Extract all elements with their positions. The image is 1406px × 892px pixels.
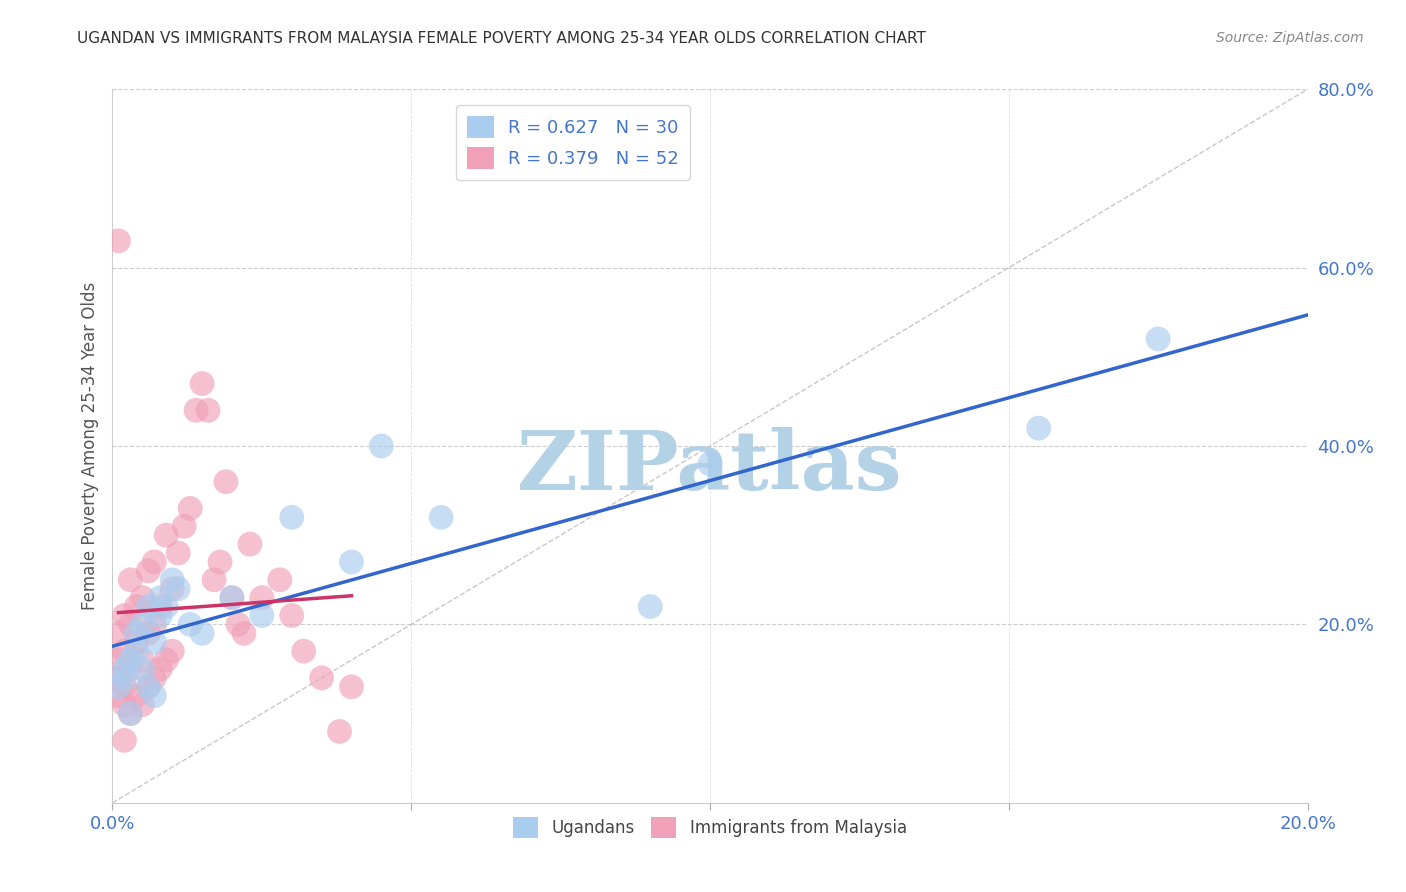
Point	[197, 403, 219, 417]
Point	[114, 644, 135, 658]
Point	[138, 564, 160, 578]
Point	[143, 555, 166, 569]
Point	[226, 617, 249, 632]
Point	[120, 617, 142, 632]
Point	[239, 537, 262, 551]
Point	[131, 662, 153, 676]
Point	[269, 573, 291, 587]
Point	[107, 689, 129, 703]
Point	[191, 626, 214, 640]
Point	[131, 591, 153, 605]
Point	[191, 376, 214, 391]
Point	[114, 698, 135, 712]
Point	[311, 671, 333, 685]
Point	[292, 644, 315, 658]
Point	[179, 617, 201, 632]
Point	[162, 573, 183, 587]
Point	[221, 591, 243, 605]
Point	[173, 519, 195, 533]
Point	[114, 733, 135, 747]
Point	[107, 671, 129, 685]
Point	[149, 662, 172, 676]
Point	[120, 706, 142, 721]
Point	[370, 439, 392, 453]
Point	[143, 689, 166, 703]
Point	[179, 501, 201, 516]
Point	[114, 680, 135, 694]
Point	[250, 608, 273, 623]
Point	[125, 689, 148, 703]
Point	[125, 599, 148, 614]
Point	[143, 671, 166, 685]
Point	[340, 555, 363, 569]
Point	[1028, 421, 1050, 435]
Point	[186, 403, 208, 417]
Point	[167, 582, 190, 596]
Legend: Ugandans, Immigrants from Malaysia: Ugandans, Immigrants from Malaysia	[506, 811, 914, 845]
Point	[149, 599, 172, 614]
Point	[120, 573, 142, 587]
Point	[155, 599, 177, 614]
Point	[107, 680, 129, 694]
Point	[125, 644, 148, 658]
Point	[114, 608, 135, 623]
Text: Source: ZipAtlas.com: Source: ZipAtlas.com	[1216, 31, 1364, 45]
Text: UGANDAN VS IMMIGRANTS FROM MALAYSIA FEMALE POVERTY AMONG 25-34 YEAR OLDS CORRELA: UGANDAN VS IMMIGRANTS FROM MALAYSIA FEMA…	[77, 31, 927, 46]
Point	[138, 599, 160, 614]
Point	[120, 653, 142, 667]
Point	[107, 626, 129, 640]
Point	[1147, 332, 1170, 346]
Point	[131, 698, 153, 712]
Point	[138, 680, 160, 694]
Point	[149, 591, 172, 605]
Point	[329, 724, 352, 739]
Point	[162, 644, 183, 658]
Point	[215, 475, 238, 489]
Point	[155, 528, 177, 542]
Point	[125, 635, 148, 649]
Point	[430, 510, 453, 524]
Point	[138, 680, 160, 694]
Point	[114, 671, 135, 685]
Point	[114, 662, 135, 676]
Point	[143, 635, 166, 649]
Point	[233, 626, 256, 640]
Y-axis label: Female Poverty Among 25-34 Year Olds: Female Poverty Among 25-34 Year Olds	[80, 282, 98, 610]
Text: ZIPatlas: ZIPatlas	[517, 427, 903, 508]
Point	[149, 608, 172, 623]
Point	[699, 457, 721, 471]
Point	[202, 573, 225, 587]
Point	[281, 608, 304, 623]
Point	[107, 653, 129, 667]
Point	[107, 234, 129, 248]
Point	[125, 626, 148, 640]
Point	[640, 599, 662, 614]
Point	[250, 591, 273, 605]
Point	[120, 706, 142, 721]
Point	[120, 662, 142, 676]
Point	[131, 617, 153, 632]
Point	[143, 617, 166, 632]
Point	[340, 680, 363, 694]
Point	[167, 546, 190, 560]
Point	[281, 510, 304, 524]
Point	[221, 591, 243, 605]
Point	[209, 555, 232, 569]
Point	[131, 653, 153, 667]
Point	[162, 582, 183, 596]
Point	[138, 626, 160, 640]
Point	[155, 653, 177, 667]
